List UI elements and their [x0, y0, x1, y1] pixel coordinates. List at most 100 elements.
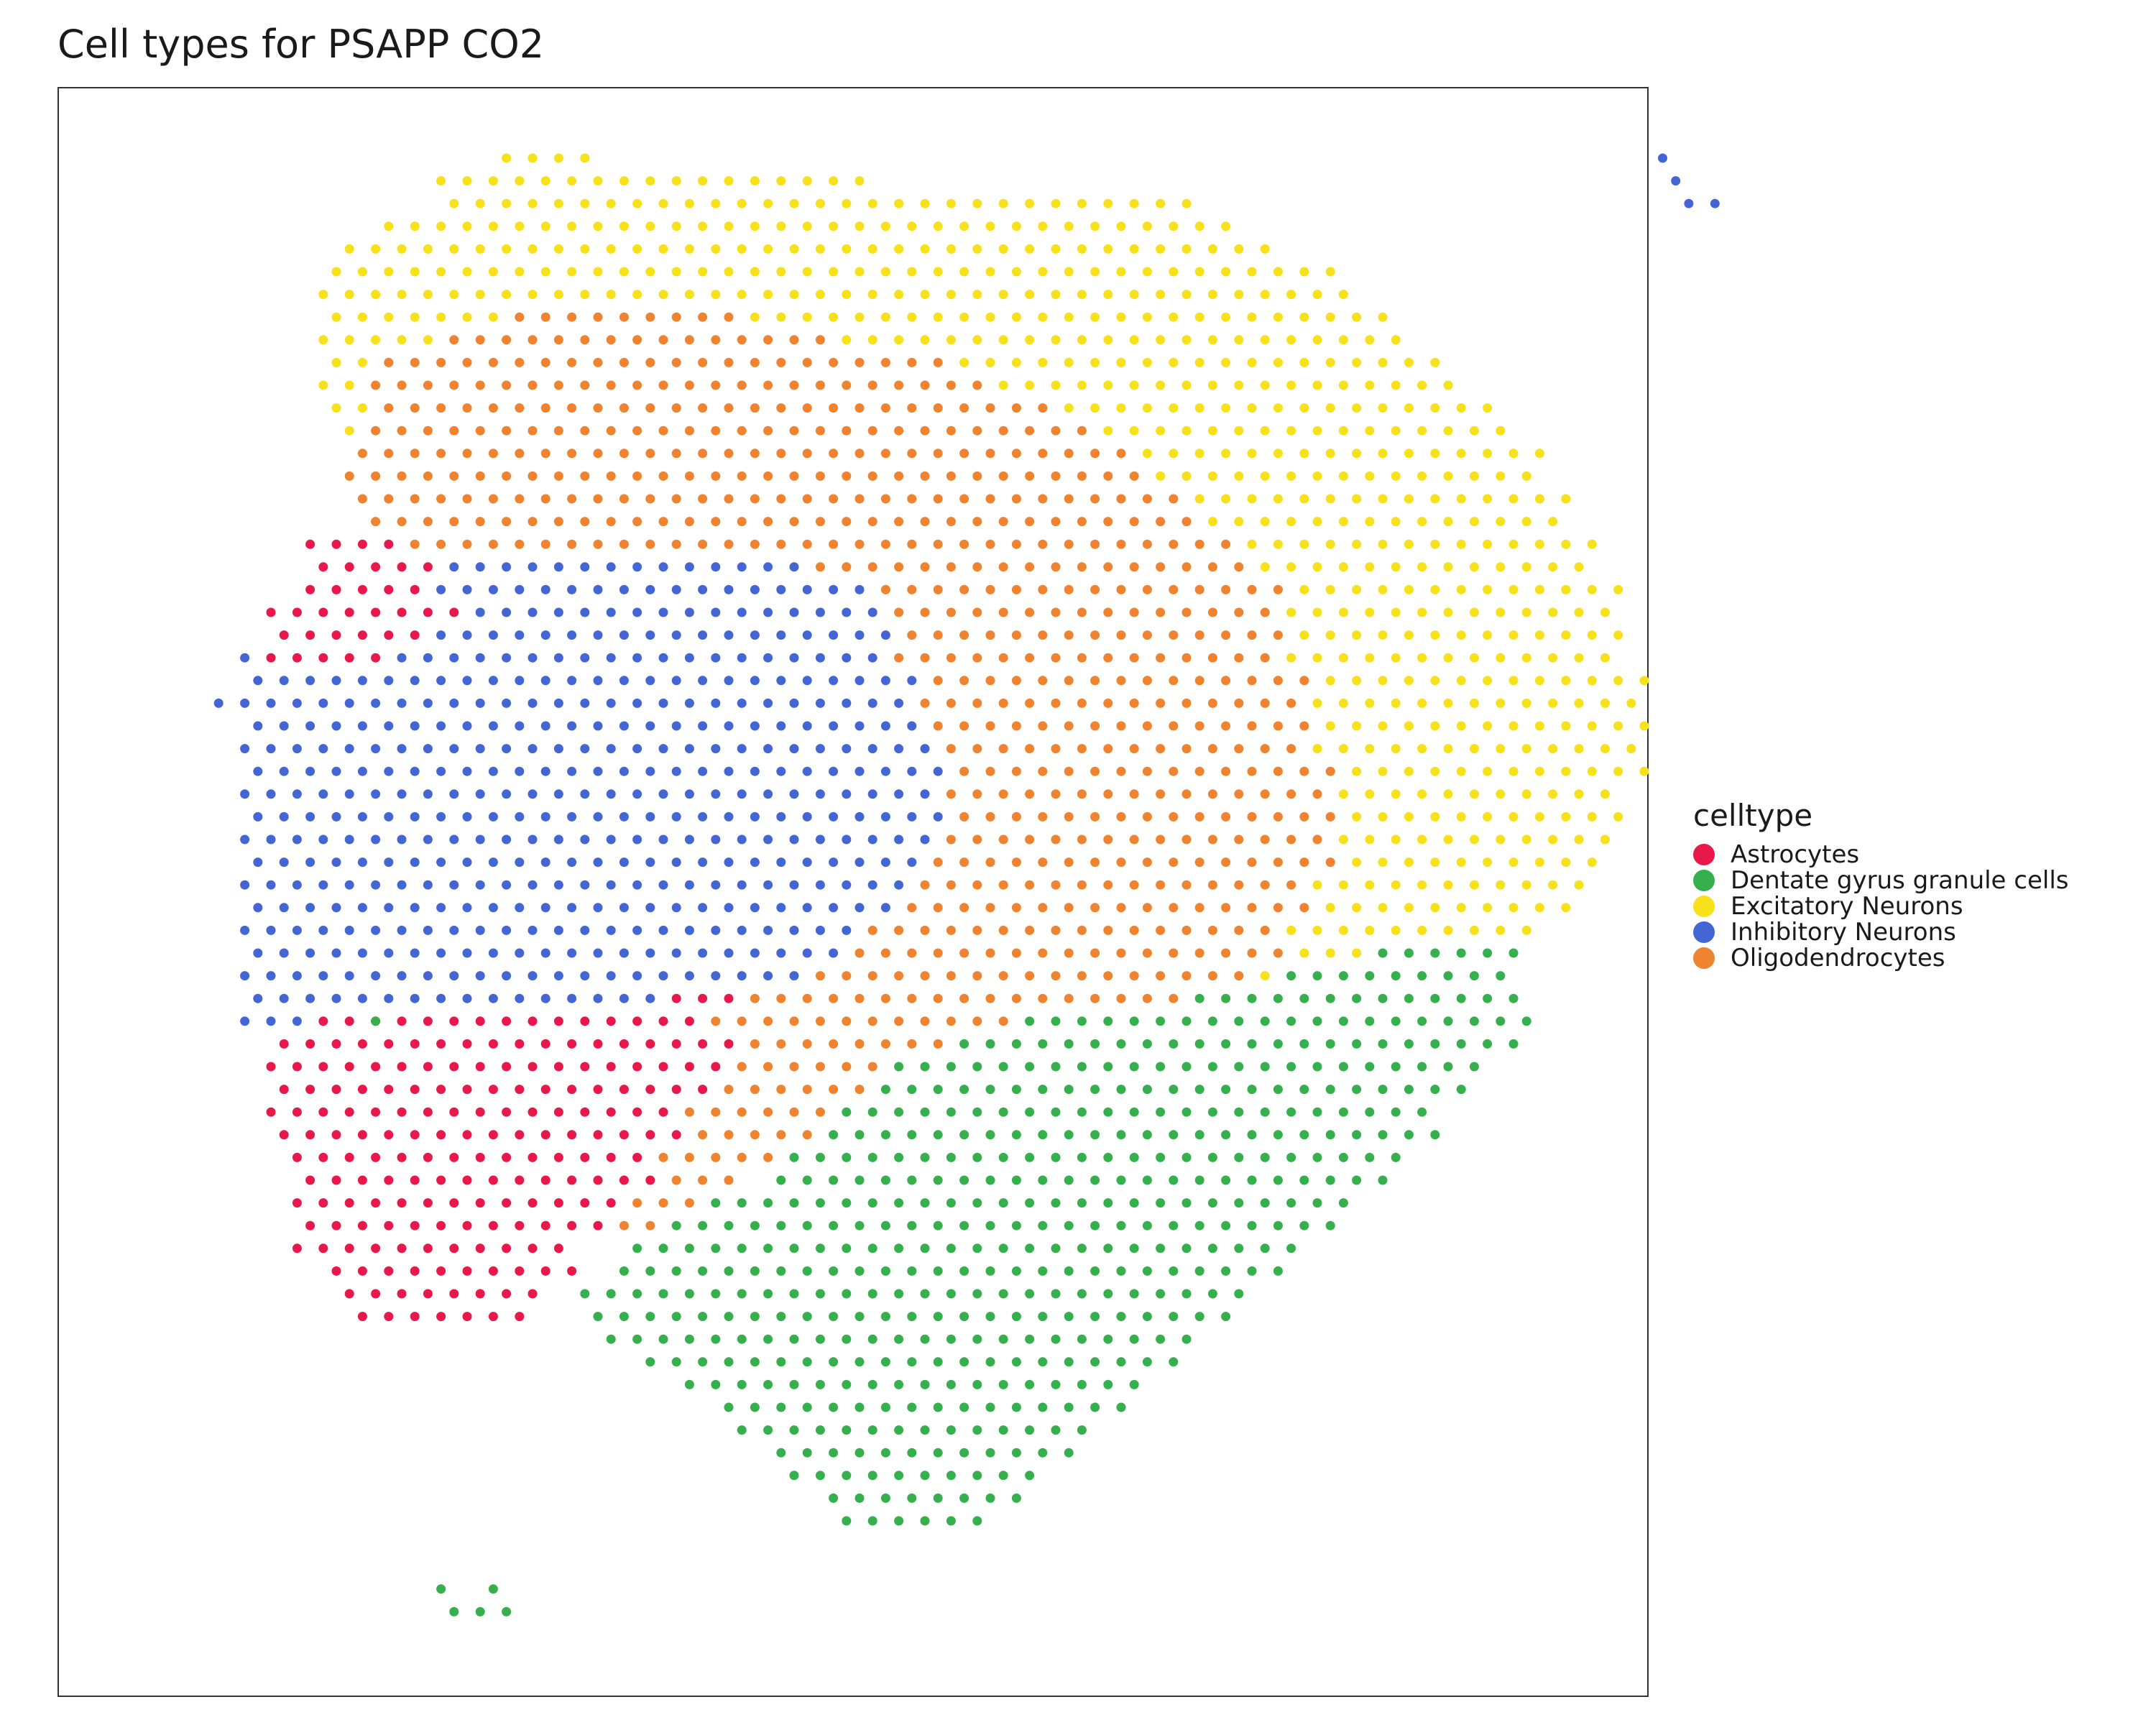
spot-excitatory-neurons — [934, 313, 943, 322]
spot-dentate-gyrus-granule-cells — [763, 1243, 773, 1253]
spot-inhibitory-neurons — [776, 857, 786, 867]
spot-inhibitory-neurons — [790, 971, 799, 980]
spot-dentate-gyrus-granule-cells — [1012, 1221, 1021, 1230]
spot-astrocytes — [345, 1198, 354, 1208]
spot-dentate-gyrus-granule-cells — [1012, 1085, 1021, 1094]
spot-inhibitory-neurons — [436, 722, 446, 731]
spot-oligodendrocytes — [972, 1016, 982, 1026]
spot-astrocytes — [489, 1130, 498, 1139]
spot-dentate-gyrus-granule-cells — [921, 1517, 930, 1526]
spot-excitatory-neurons — [1286, 562, 1296, 571]
spot-excitatory-neurons — [1404, 767, 1414, 776]
spot-dentate-gyrus-granule-cells — [816, 1471, 825, 1480]
spot-oligodendrocytes — [698, 448, 707, 458]
spot-astrocytes — [449, 1016, 459, 1026]
spot-oligodendrocytes — [959, 812, 969, 822]
spot-dentate-gyrus-granule-cells — [816, 1335, 825, 1344]
spot-inhibitory-neurons — [449, 744, 459, 753]
spot-oligodendrocytes — [463, 494, 472, 504]
spot-astrocytes — [541, 1130, 550, 1139]
spot-inhibitory-neurons — [463, 676, 472, 685]
spot-excitatory-neurons — [1483, 903, 1492, 912]
spot-inhibitory-neurons — [463, 630, 472, 640]
spot-dentate-gyrus-granule-cells — [1090, 1130, 1100, 1139]
spot-oligodendrocytes — [763, 517, 773, 526]
spot-excitatory-neurons — [1326, 267, 1335, 277]
spot-dentate-gyrus-granule-cells — [972, 1380, 982, 1389]
spot-excitatory-neurons — [594, 267, 603, 277]
spot-oligodendrocytes — [436, 494, 446, 504]
spot-dentate-gyrus-granule-cells — [972, 1335, 982, 1344]
spot-excitatory-neurons — [1457, 630, 1466, 640]
spot-excitatory-neurons — [1221, 494, 1230, 504]
spot-oligodendrocytes — [1038, 540, 1047, 549]
spot-oligodendrocytes — [881, 540, 890, 549]
spot-excitatory-neurons — [397, 335, 407, 344]
spot-dentate-gyrus-granule-cells — [986, 1221, 995, 1230]
spot-astrocytes — [607, 1062, 616, 1072]
spot-oligodendrocytes — [1182, 744, 1192, 753]
spot-oligodendrocytes — [816, 562, 825, 571]
spot-excitatory-neurons — [1261, 517, 1270, 526]
spot-oligodendrocytes — [946, 971, 956, 980]
spot-dentate-gyrus-granule-cells — [1025, 1153, 1034, 1162]
spot-oligodendrocytes — [921, 880, 930, 890]
spot-excitatory-neurons — [1339, 653, 1348, 663]
spot-dentate-gyrus-granule-cells — [934, 1130, 943, 1139]
spot-dentate-gyrus-granule-cells — [1365, 1153, 1374, 1162]
spot-dentate-gyrus-granule-cells — [868, 1289, 877, 1299]
spot-inhibitory-neurons — [541, 857, 550, 867]
spot-oligodendrocytes — [972, 789, 982, 799]
spot-dentate-gyrus-granule-cells — [1483, 949, 1492, 958]
spot-inhibitory-neurons — [345, 971, 354, 980]
spot-inhibitory-neurons — [803, 722, 812, 731]
spot-inhibitory-neurons — [619, 767, 629, 776]
spot-oligodendrocytes — [1169, 812, 1178, 822]
spot-excitatory-neurons — [1130, 199, 1139, 208]
spot-inhibitory-neurons — [423, 699, 433, 708]
spot-astrocytes — [292, 1243, 302, 1253]
spot-excitatory-neurons — [463, 221, 472, 231]
spot-oligodendrocytes — [1051, 789, 1061, 799]
spot-astrocytes — [267, 1108, 276, 1117]
spot-oligodendrocytes — [842, 562, 851, 571]
spot-dentate-gyrus-granule-cells — [659, 1335, 668, 1344]
spot-dentate-gyrus-granule-cells — [946, 1243, 956, 1253]
spot-excitatory-neurons — [1613, 585, 1623, 594]
spot-dentate-gyrus-granule-cells — [1195, 1312, 1204, 1321]
spot-oligodendrocytes — [423, 426, 433, 436]
spot-dentate-gyrus-granule-cells — [829, 1312, 838, 1321]
spot-oligodendrocytes — [1038, 722, 1047, 731]
spot-oligodendrocytes — [1012, 494, 1021, 504]
spot-excitatory-neurons — [1575, 835, 1584, 845]
spot-oligodendrocytes — [763, 1062, 773, 1072]
spot-inhibitory-neurons — [711, 971, 720, 980]
spot-inhibitory-neurons — [305, 812, 315, 822]
spot-astrocytes — [476, 1243, 485, 1253]
spot-excitatory-neurons — [1326, 585, 1335, 594]
spot-inhibitory-neurons — [436, 994, 446, 1003]
spot-excitatory-neurons — [384, 313, 393, 322]
spot-dentate-gyrus-granule-cells — [921, 1425, 930, 1435]
spot-excitatory-neurons — [1103, 426, 1112, 436]
spot-oligodendrocytes — [986, 630, 995, 640]
spot-inhibitory-neurons — [776, 767, 786, 776]
spot-excitatory-neurons — [1378, 448, 1388, 458]
spot-excitatory-neurons — [1326, 313, 1335, 322]
spot-excitatory-neurons — [1339, 381, 1348, 390]
spot-oligodendrocytes — [1208, 562, 1217, 571]
spot-oligodendrocytes — [1156, 653, 1165, 663]
points-layer — [214, 154, 1720, 1616]
spot-dentate-gyrus-granule-cells — [972, 1517, 982, 1526]
spot-astrocytes — [371, 1062, 380, 1072]
spot-inhibitory-neurons — [567, 767, 576, 776]
spot-dentate-gyrus-granule-cells — [1483, 1039, 1492, 1049]
spot-excitatory-neurons — [449, 199, 459, 208]
spot-oligodendrocytes — [358, 448, 367, 458]
spot-inhibitory-neurons — [607, 699, 616, 708]
spot-excitatory-neurons — [1522, 699, 1531, 708]
spot-inhibitory-neurons — [345, 880, 354, 890]
spot-oligodendrocytes — [410, 403, 420, 413]
spot-oligodendrocytes — [986, 494, 995, 504]
spot-oligodendrocytes — [1273, 767, 1283, 776]
